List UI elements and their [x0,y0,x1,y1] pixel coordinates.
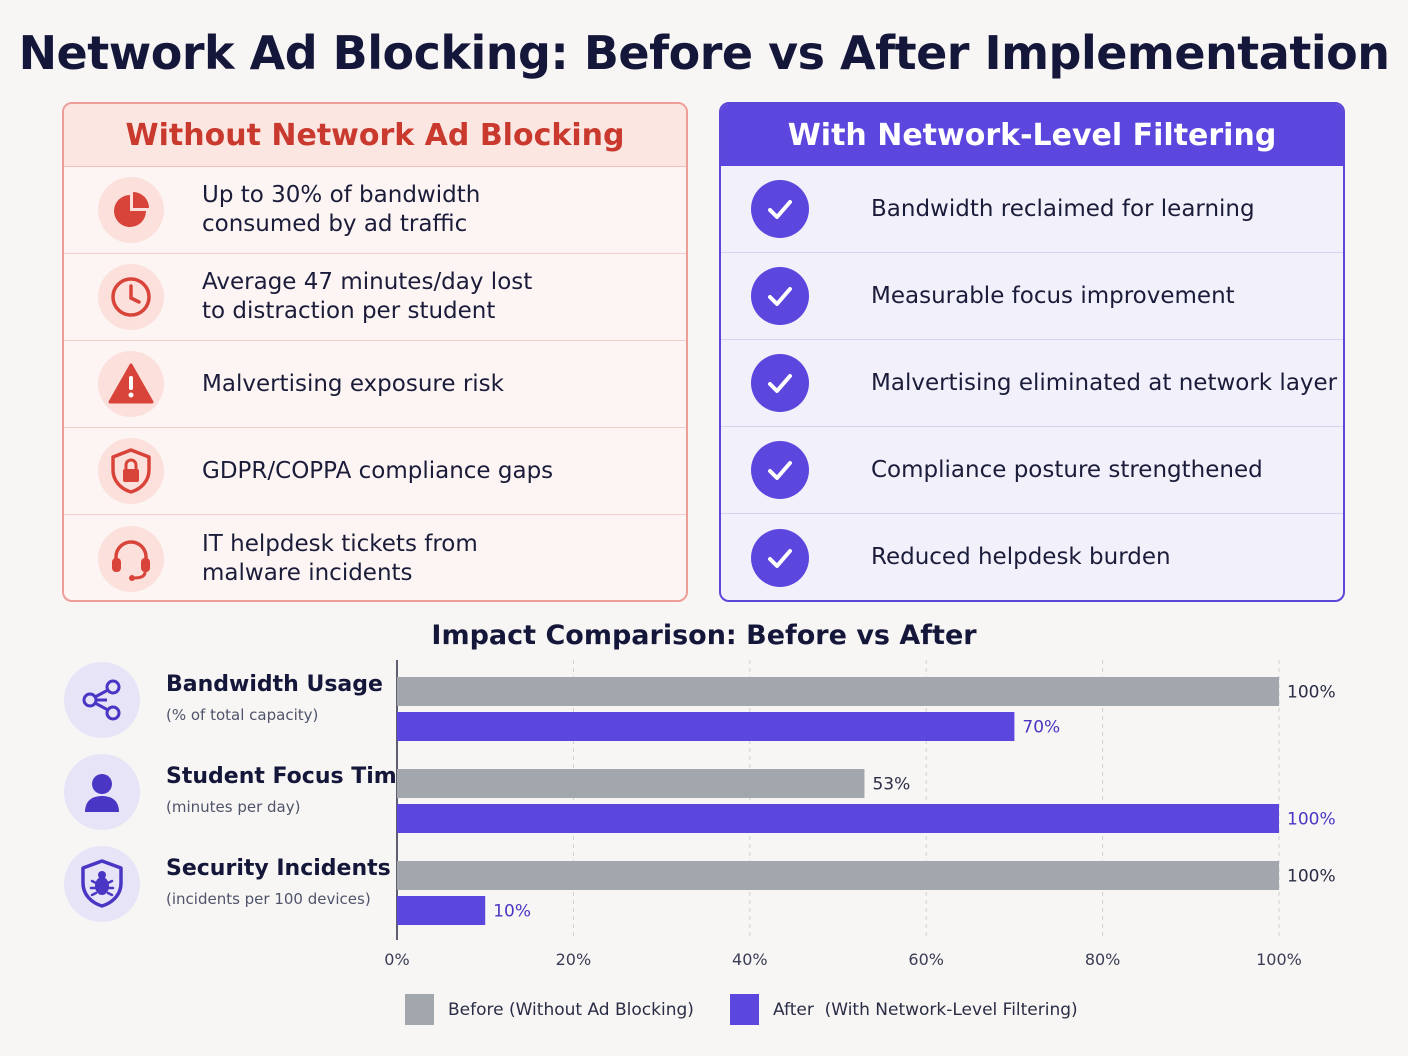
legend-label-before: Before (Without Ad Blocking) [448,999,694,1020]
chart-title: Impact Comparison: Before vs After [431,620,977,651]
left-item-text: Malvertising exposure risk [202,370,504,397]
right-item-malvertising: Malvertising eliminated at network layer [721,340,1343,427]
x-tick-label: 40% [732,950,768,969]
legend-swatch-before [405,994,434,1025]
warning-icon [98,351,164,417]
bar-before [397,769,865,798]
user-icon [64,754,140,830]
metric-sub: (% of total capacity) [166,706,319,724]
bar-before [397,861,1279,890]
headset-icon [98,525,164,592]
metric-label: Bandwidth Usage [166,672,383,697]
with-panel-heading: With Network-Level Filtering [721,104,1343,166]
right-item-text: Measurable focus improvement [871,282,1235,309]
pie-chart-icon [98,177,164,243]
legend-label-after: After (With Network-Level Filtering) [773,999,1078,1020]
left-item-text: Average 47 minutes/day lost to distracti… [202,269,533,324]
check-icon [751,528,809,587]
shield-lock-icon [98,438,164,504]
left-item-compliance: GDPR/COPPA compliance gaps [64,428,686,515]
metric-bandwidth: Bandwidth Usage (% of total capacity) [64,662,394,742]
page-title: Network Ad Blocking: Before vs After Imp… [18,26,1390,80]
data-label: 100% [1287,683,1336,703]
check-icon [751,354,809,412]
data-label: 10% [493,902,531,922]
data-label: 53% [872,775,910,795]
right-item-text: Malvertising eliminated at network layer [871,369,1338,396]
metric-sub: (minutes per day) [166,798,301,816]
metric-sub: (incidents per 100 devices) [166,890,371,908]
check-icon [751,267,809,325]
left-item-distraction: Average 47 minutes/day lost to distracti… [64,254,686,341]
left-item-bandwidth: Up to 30% of bandwidth consumed by ad tr… [64,167,686,254]
x-tick-label: 60% [908,950,944,969]
clock-icon [98,264,164,330]
legend-after: After (With Network-Level Filtering) [730,994,1078,1025]
data-label: 100% [1287,810,1336,830]
x-tick-label: 20% [556,950,592,969]
bar-after [397,896,486,925]
data-label: 70% [1022,718,1060,738]
without-ad-blocking-panel: Without Network Ad Blocking Up to 30% of… [62,102,688,602]
left-item-text: Up to 30% of bandwidth consumed by ad tr… [202,182,481,237]
right-item-text: Compliance posture strengthened [871,456,1263,483]
left-item-malvertising: Malvertising exposure risk [64,341,686,428]
right-item-bandwidth: Bandwidth reclaimed for learning [721,166,1343,253]
metric-focus: Student Focus Time (minutes per day) [64,754,412,834]
right-item-text: Reduced helpdesk burden [871,544,1171,570]
legend-before: Before (Without Ad Blocking) [405,994,694,1025]
left-item-text: IT helpdesk tickets from malware inciden… [202,530,478,586]
x-tick-label: 100% [1256,950,1302,969]
without-panel-heading: Without Network Ad Blocking [64,104,686,167]
share-network-icon [64,662,140,738]
check-icon [751,441,809,499]
left-item-text: GDPR/COPPA compliance gaps [202,457,554,484]
right-item-compliance: Compliance posture strengthened [721,427,1343,514]
right-item-text: Bandwidth reclaimed for learning [871,195,1255,222]
shield-bug-icon [64,846,140,922]
left-item-helpdesk: IT helpdesk tickets from malware inciden… [64,515,686,600]
legend-swatch-after [730,994,759,1025]
right-item-helpdesk: Reduced helpdesk burden [721,514,1343,600]
x-tick-label: 80% [1085,950,1121,969]
bar-after [397,712,1015,741]
bar-after [397,804,1279,833]
check-icon [751,180,809,238]
with-filtering-panel: With Network-Level Filtering Bandwidth r… [719,102,1345,602]
metric-label: Security Incidents [166,856,391,881]
metric-security: Security Incidents (incidents per 100 de… [64,846,394,926]
bar-before [397,677,1279,706]
right-item-focus: Measurable focus improvement [721,253,1343,340]
data-label: 100% [1287,867,1336,887]
x-tick-label: 0% [384,950,409,969]
metric-label: Student Focus Time [166,764,412,789]
